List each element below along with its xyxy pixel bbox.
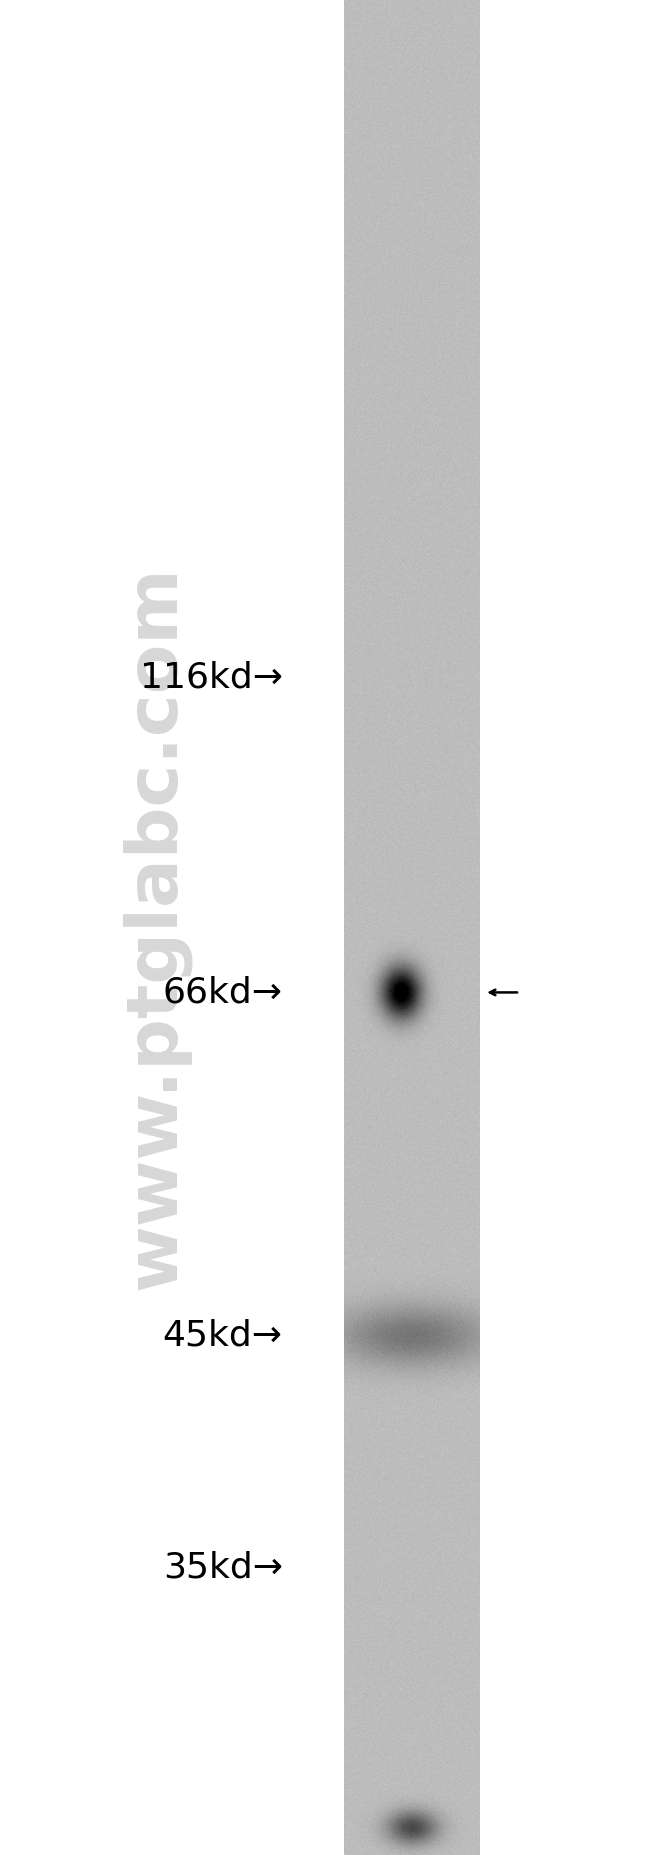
Text: 116kd→: 116kd→ — [140, 660, 283, 694]
Text: 45kd→: 45kd→ — [162, 1319, 283, 1352]
Text: 35kd→: 35kd→ — [162, 1551, 283, 1584]
Text: 66kd→: 66kd→ — [162, 976, 283, 1009]
Text: www.ptglabc.com: www.ptglabc.com — [122, 566, 190, 1289]
